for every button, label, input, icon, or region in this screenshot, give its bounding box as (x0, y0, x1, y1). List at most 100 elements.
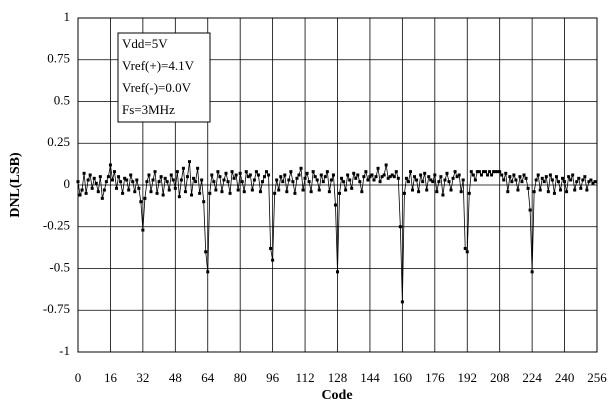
data-point (443, 178, 447, 182)
x-tick-label: 80 (234, 370, 247, 385)
data-point (279, 175, 283, 179)
data-point (542, 180, 546, 184)
data-point (236, 188, 240, 192)
data-point (496, 170, 500, 174)
data-point (252, 178, 256, 182)
data-point (275, 178, 279, 182)
data-point (210, 173, 214, 177)
data-point (451, 176, 455, 180)
data-point (394, 170, 398, 174)
data-point (267, 173, 271, 177)
data-point (567, 175, 571, 179)
data-point (390, 173, 394, 177)
data-point (315, 178, 319, 182)
data-point (431, 180, 435, 184)
data-point (386, 176, 390, 180)
data-point (368, 175, 372, 179)
data-point (277, 188, 281, 192)
data-point (561, 176, 565, 180)
data-point (340, 176, 344, 180)
data-point (106, 175, 110, 179)
x-tick-label: 176 (425, 370, 445, 385)
data-point (447, 180, 451, 184)
y-tick-label: -0.5 (49, 259, 70, 274)
data-point (506, 190, 510, 194)
data-point (437, 180, 441, 184)
data-point (502, 178, 506, 182)
data-point (135, 178, 139, 182)
data-point (490, 173, 494, 177)
data-point (299, 166, 303, 170)
data-point (137, 186, 141, 190)
data-point (88, 173, 92, 177)
plot-border (77, 17, 598, 353)
data-point (408, 170, 412, 174)
x-tick-label: 64 (201, 370, 215, 385)
data-point (194, 180, 198, 184)
data-point (573, 188, 577, 192)
data-point (388, 175, 392, 179)
data-point (540, 176, 544, 180)
data-point (133, 190, 137, 194)
data-point (323, 175, 327, 179)
x-axis-label: Code (321, 388, 352, 403)
data-point (338, 191, 342, 195)
data-point (392, 175, 396, 179)
data-point (240, 180, 244, 184)
data-point (145, 180, 149, 184)
data-point (218, 175, 222, 179)
data-point (309, 190, 313, 194)
data-point (260, 180, 264, 184)
data-point (163, 176, 167, 180)
data-point (473, 178, 477, 182)
annotation-box (117, 32, 211, 123)
x-tick-label: 224 (522, 370, 542, 385)
data-point (354, 176, 358, 180)
data-point (411, 188, 415, 192)
data-point (283, 173, 287, 177)
data-point (364, 170, 368, 174)
data-point (94, 181, 98, 185)
data-point (404, 176, 408, 180)
data-point (224, 171, 228, 175)
data-point (123, 176, 127, 180)
data-point (378, 180, 382, 184)
data-point (469, 170, 473, 174)
data-point (427, 175, 431, 179)
data-point (317, 188, 321, 192)
data-point (439, 175, 443, 179)
data-point (281, 180, 285, 184)
data-point (435, 190, 439, 194)
data-point (159, 175, 163, 179)
data-point (100, 196, 104, 200)
data-point (459, 190, 463, 194)
data-point (585, 188, 589, 192)
data-point (265, 170, 269, 174)
data-point (200, 178, 204, 182)
x-tick-label: 48 (169, 370, 182, 385)
data-point (285, 190, 289, 194)
data-point (76, 180, 80, 184)
data-point (384, 163, 388, 167)
y-tick-label: 1 (64, 9, 71, 24)
data-point (212, 180, 216, 184)
data-point (550, 178, 554, 182)
data-point (530, 270, 534, 274)
data-point (204, 250, 208, 254)
data-point (441, 193, 445, 197)
data-point (327, 190, 331, 194)
data-point (303, 176, 307, 180)
data-point (102, 188, 106, 192)
data-point (589, 178, 593, 182)
data-point (208, 191, 212, 195)
data-point (352, 171, 356, 175)
data-point (297, 173, 301, 177)
data-point (587, 180, 591, 184)
data-point (423, 171, 427, 175)
data-point (518, 175, 522, 179)
data-point (96, 190, 100, 194)
data-point (400, 300, 404, 304)
data-point (293, 191, 297, 195)
data-point (181, 166, 185, 170)
